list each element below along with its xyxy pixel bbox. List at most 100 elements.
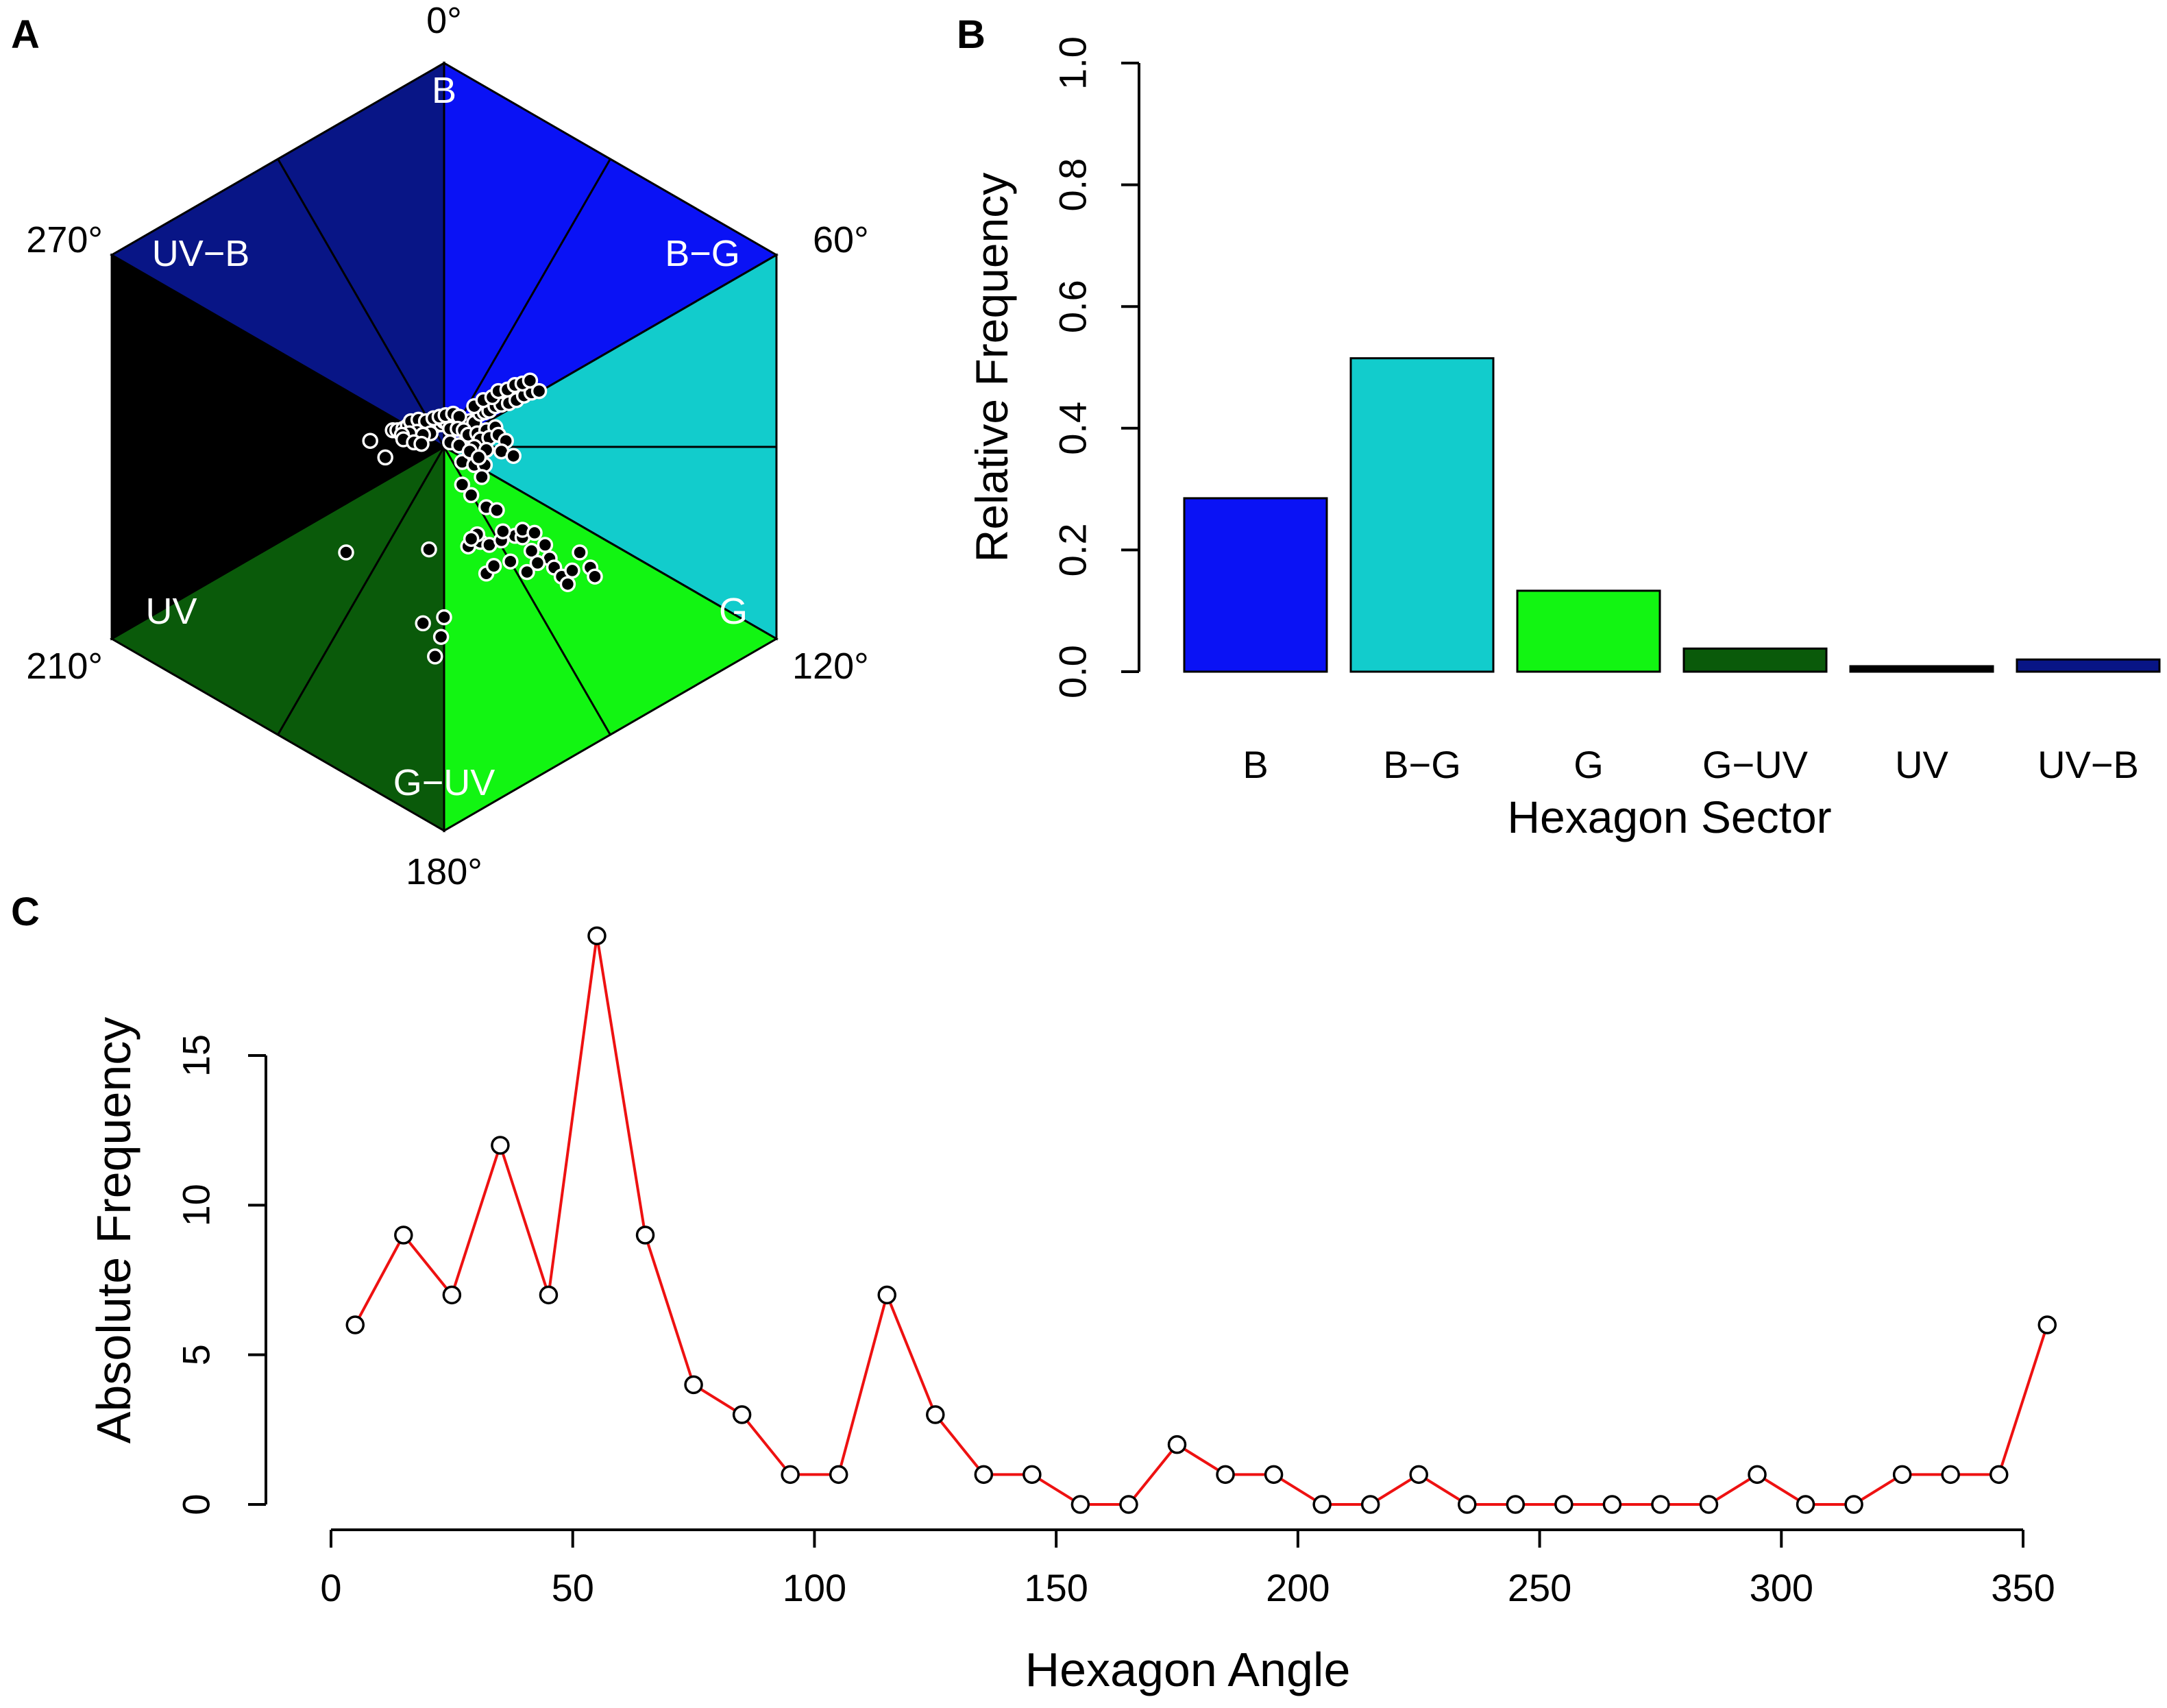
c-point-10 xyxy=(829,1465,848,1485)
c-point-31 xyxy=(1844,1495,1863,1514)
sector-label-2: G xyxy=(719,591,748,632)
hexagon-point-107 xyxy=(463,530,480,547)
c-point-24 xyxy=(1506,1495,1526,1514)
angle-label-5: 270° xyxy=(26,219,103,260)
c-point-23 xyxy=(1458,1495,1477,1514)
hexagon-point-75 xyxy=(454,476,471,493)
sector-label-1: B−G xyxy=(665,233,740,274)
hexagon-point-95 xyxy=(529,554,546,572)
panel-label-c: C xyxy=(11,890,40,934)
c-point-32 xyxy=(1892,1465,1912,1485)
bar-0 xyxy=(1183,497,1328,673)
hexagon-point-113 xyxy=(415,615,431,632)
sector-label-0: B xyxy=(432,70,456,111)
b-x-tick-label-3: G−UV xyxy=(1702,743,1809,786)
hexagon-point-116 xyxy=(427,648,443,665)
hexagon-point-102 xyxy=(587,568,603,585)
sector-label-4: UV xyxy=(145,591,197,632)
c-point-27 xyxy=(1651,1495,1670,1514)
c-x-tick-label-4: 200 xyxy=(1266,1566,1330,1609)
b-x-tick-label-1: B−G xyxy=(1383,743,1461,786)
c-x-tick-label-7: 350 xyxy=(1991,1566,2055,1609)
sector-label-5: UV−B xyxy=(152,233,250,274)
hexagon-point-100 xyxy=(572,544,588,561)
hexagon-chart: B B−G G G−UV UV UV−B 0° 60° 120° 180° 210° 270° xyxy=(26,0,868,892)
b-x-axis-title: Hexagon Sector xyxy=(1507,792,1831,842)
bar-chart: 0.0 0.2 0.4 0.6 0.8 1.0 B B−G G G−UV UV UV−B Hexagon… xyxy=(966,36,2161,842)
b-y-axis-title: Relative Frequency xyxy=(966,173,1017,563)
hexagon-point-103 xyxy=(564,562,580,579)
c-point-18 xyxy=(1216,1465,1235,1485)
hexagon-point-111 xyxy=(421,541,437,558)
b-y-tick-label-5: 1.0 xyxy=(1051,36,1094,90)
c-point-25 xyxy=(1554,1495,1574,1514)
c-point-19 xyxy=(1264,1465,1284,1485)
c-x-tick-label-5: 250 xyxy=(1508,1566,1571,1609)
hexagon-point-70 xyxy=(505,448,522,464)
c-point-11 xyxy=(877,1285,896,1305)
b-y-tick-label-2: 0.4 xyxy=(1051,402,1094,455)
c-series-line xyxy=(354,936,2049,1506)
c-x-tick-label-2: 100 xyxy=(783,1566,846,1609)
c-x-tick-label-6: 300 xyxy=(1750,1566,1813,1609)
angle-label-1: 60° xyxy=(813,219,869,260)
panel-label-b: B xyxy=(957,12,985,57)
hexagon-point-106 xyxy=(495,523,511,539)
hexagon-point-74 xyxy=(474,469,490,485)
c-y-tick-label-0: 0 xyxy=(175,1493,218,1515)
hexagon-point-99 xyxy=(559,576,576,592)
b-y-tick-label-1: 0.2 xyxy=(1051,523,1094,576)
hexagon-point-110 xyxy=(377,449,393,466)
c-point-26 xyxy=(1602,1495,1622,1514)
c-point-22 xyxy=(1409,1465,1428,1485)
c-point-9 xyxy=(781,1465,800,1485)
b-y-tick-label-3: 0.6 xyxy=(1051,280,1094,333)
bar-4 xyxy=(1849,665,1994,673)
c-x-tick-label-3: 150 xyxy=(1024,1566,1088,1609)
hexagon-point-108 xyxy=(526,524,543,541)
c-x-tick-label-1: 50 xyxy=(552,1566,594,1609)
hexagon-point-115 xyxy=(432,629,450,645)
c-point-1 xyxy=(394,1225,413,1245)
angle-label-2: 120° xyxy=(792,646,869,687)
c-point-13 xyxy=(974,1465,994,1485)
hexagon-point-50 xyxy=(530,382,548,400)
hexagon-spoke-5 xyxy=(277,158,445,448)
b-x-tick-label-2: G xyxy=(1574,743,1604,786)
panel-label-a: A xyxy=(11,12,40,57)
c-point-35 xyxy=(2037,1315,2057,1334)
hexagon-point-40 xyxy=(413,435,430,452)
b-x-tick-label-0: B xyxy=(1242,743,1268,786)
c-point-2 xyxy=(442,1285,462,1305)
b-y-tick-label-4: 0.8 xyxy=(1051,158,1094,212)
angle-label-3: 180° xyxy=(406,851,482,892)
bar-5 xyxy=(2016,658,2161,673)
bar-2 xyxy=(1516,589,1661,673)
hexagon-point-76 xyxy=(463,487,480,504)
c-point-34 xyxy=(1989,1465,2009,1485)
bar-3 xyxy=(1682,647,1828,673)
c-point-14 xyxy=(1023,1465,1042,1485)
c-point-3 xyxy=(491,1136,510,1155)
hexagon-point-114 xyxy=(436,609,452,626)
c-point-17 xyxy=(1167,1435,1187,1454)
c-point-16 xyxy=(1119,1495,1138,1514)
hexagon-point-109 xyxy=(362,432,378,449)
c-point-28 xyxy=(1699,1495,1719,1514)
c-point-4 xyxy=(539,1285,559,1305)
c-point-20 xyxy=(1312,1495,1332,1514)
hexagon-point-82 xyxy=(470,449,487,466)
b-x-tick-label-4: UV xyxy=(1895,743,1948,786)
hexagon-point-97 xyxy=(485,558,502,574)
c-point-0 xyxy=(345,1315,365,1334)
hexagon-point-98 xyxy=(502,553,519,570)
hexagon-point-78 xyxy=(489,502,505,519)
c-point-21 xyxy=(1360,1495,1380,1514)
hexagon-point-90 xyxy=(537,537,554,553)
c-point-33 xyxy=(1941,1465,1960,1485)
c-point-15 xyxy=(1070,1495,1090,1514)
hexagon-point-58 xyxy=(522,372,539,389)
c-x-axis-title: Hexagon Angle xyxy=(1025,1643,1351,1696)
